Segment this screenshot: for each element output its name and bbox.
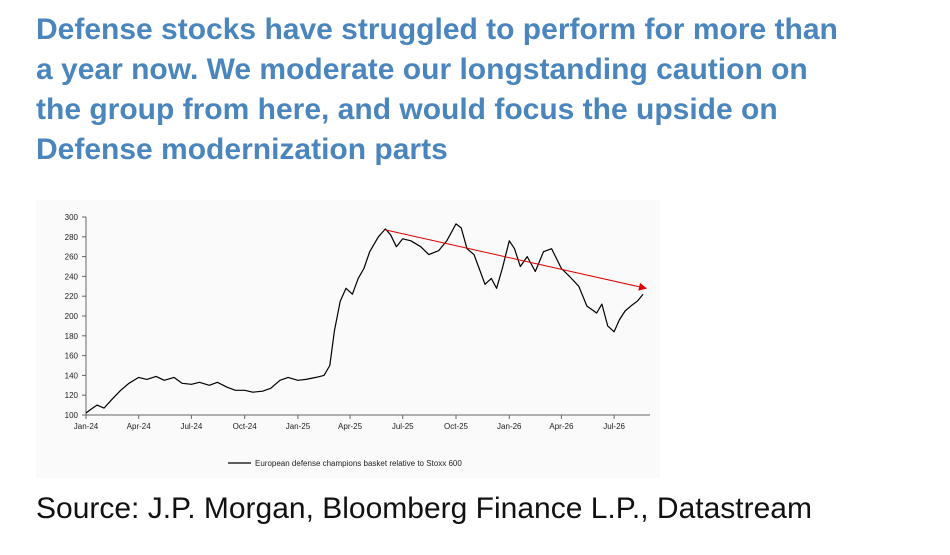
series-line <box>85 223 644 414</box>
x-tick-label: Jul-26 <box>603 422 625 431</box>
y-tick-label: 260 <box>65 253 79 262</box>
headline: Defense stocks have struggled to perform… <box>36 10 838 170</box>
headline-line-1: Defense stocks have struggled to perform… <box>36 13 838 46</box>
y-tick-label: 220 <box>65 292 79 301</box>
line-chart: 100 120 140 160 180 200 220 240 260 280 300 Jan-24 A… <box>65 213 650 468</box>
x-tick-label: Oct-24 <box>233 422 258 431</box>
x-tick-label: Oct-25 <box>444 422 469 431</box>
source-note: Source: J.P. Morgan, Bloomberg Finance L… <box>36 492 812 525</box>
x-tick-label: Jul-24 <box>180 422 202 431</box>
x-tick-label: Jan-26 <box>497 422 522 431</box>
y-tick-label: 240 <box>65 272 79 281</box>
y-tick-label: 120 <box>65 391 79 400</box>
y-tick-label: 140 <box>65 371 79 380</box>
y-tick-label: 300 <box>65 213 79 222</box>
y-tick-label: 100 <box>65 411 79 420</box>
headline-line-2: a year now. We moderate our longstanding… <box>36 53 808 86</box>
x-tick-label: Apr-25 <box>338 422 363 431</box>
chart-panel: 100 120 140 160 180 200 220 240 260 280 300 Jan-24 A… <box>36 200 660 478</box>
headline-line-4: Defense modernization parts <box>36 133 448 166</box>
x-tick-label: Apr-24 <box>127 422 152 431</box>
legend-label: European defense champions basket relati… <box>255 459 462 468</box>
x-tick-label: Jan-25 <box>286 422 311 431</box>
y-tick-label: 160 <box>65 352 79 361</box>
y-tick-label: 200 <box>65 312 79 321</box>
y-tick-label: 180 <box>65 332 79 341</box>
y-tick-label: 280 <box>65 233 79 242</box>
trend-arrow <box>385 229 647 291</box>
headline-line-3: the group from here, and would focus the… <box>36 93 778 126</box>
x-tick-label: Jan-24 <box>74 422 99 431</box>
x-tick-label: Apr-26 <box>549 422 574 431</box>
x-tick-label: Jul-25 <box>392 422 414 431</box>
